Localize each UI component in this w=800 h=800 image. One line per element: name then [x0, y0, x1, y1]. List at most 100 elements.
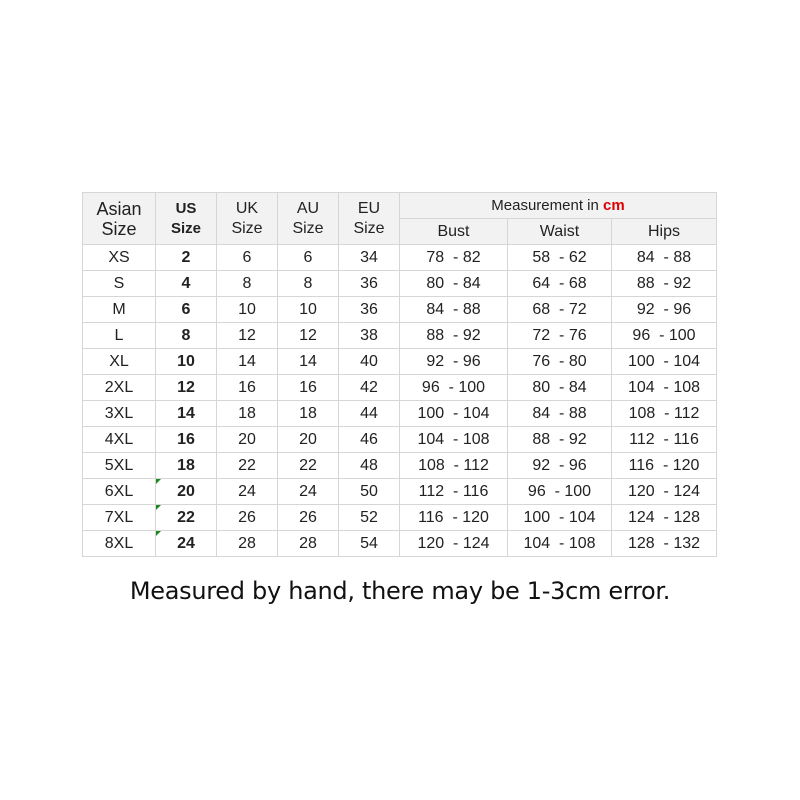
cell-asian: XS [82, 244, 156, 271]
cell-uk: 8 [216, 270, 278, 297]
cell-text: 88 - 92 [426, 326, 481, 344]
cell-bust: 88 - 92 [399, 322, 508, 349]
cell-us: 10 [155, 348, 217, 375]
cell-text: 104 - 108 [627, 378, 701, 396]
cell-eu: 52 [338, 504, 400, 531]
cell-waist: 68 - 72 [507, 296, 612, 323]
cell-au: 10 [277, 296, 339, 323]
cell-text: 14 [177, 404, 195, 422]
cell-text: 4XL [104, 430, 134, 448]
table-row: S 4 8 8 36 80 - 84 64 - 68 88 - 92 [82, 270, 717, 297]
cell-text: 52 [360, 508, 378, 526]
comment-marker-icon [156, 479, 161, 484]
cell-hips: 104 - 108 [611, 374, 717, 401]
cell-bust: 92 - 96 [399, 348, 508, 375]
cell-text: 36 [360, 274, 378, 292]
cell-text: 20 [238, 430, 256, 448]
cell-au: 14 [277, 348, 339, 375]
cell-text: 2XL [104, 378, 134, 396]
cell-text: 16 [177, 430, 195, 448]
cell-text: 22 [238, 456, 256, 474]
cell-text: 116 - 120 [418, 508, 489, 526]
cell-text: 80 - 84 [426, 274, 481, 292]
cell-eu: 50 [338, 478, 400, 505]
measurement-note: Measured by hand, there may be 1-3cm err… [129, 577, 671, 605]
cell-waist: 100 - 104 [507, 504, 612, 531]
cell-text: 68 - 72 [532, 300, 587, 318]
cell-text: 22 [299, 456, 317, 474]
cell-hips: 116 - 120 [611, 452, 717, 479]
cell-au: 12 [277, 322, 339, 349]
cell-us: 14 [155, 400, 217, 427]
cell-bust: 104 - 108 [399, 426, 508, 453]
cell-eu: 48 [338, 452, 400, 479]
cell-asian: 6XL [82, 478, 156, 505]
cell-text: 20 [299, 430, 317, 448]
cell-asian: M [82, 296, 156, 323]
cell-text: 6 [181, 300, 191, 318]
cell-asian: 3XL [82, 400, 156, 427]
cell-text: 96 - 100 [421, 378, 486, 396]
cell-waist: 58 - 62 [507, 244, 612, 271]
cell-uk: 20 [216, 426, 278, 453]
cell-text: 96 - 100 [527, 482, 592, 500]
cell-text: 8 [303, 274, 313, 292]
cell-text: 100 - 104 [417, 404, 490, 422]
cell-hips: 108 - 112 [611, 400, 717, 427]
cell-text: 4 [181, 274, 191, 292]
header-us-size: US Size [155, 192, 217, 245]
header-waist: Waist [507, 218, 612, 245]
cell-us: 2 [155, 244, 217, 271]
cell-uk: 28 [216, 530, 278, 557]
cell-hips: 124 - 128 [611, 504, 717, 531]
cell-text: 5XL [104, 456, 134, 474]
cell-text: 6XL [104, 482, 134, 500]
cell-text: 40 [360, 352, 378, 370]
cell-uk: 16 [216, 374, 278, 401]
unit-label: cm [603, 196, 625, 214]
cell-us: 8 [155, 322, 217, 349]
table-row: 7XL 22 26 26 52 116 - 120 100 - 104 124 - 128 [82, 504, 717, 531]
cell-au: 20 [277, 426, 339, 453]
table-row: 6XL 20 24 24 50 112 - 116 96 - 100 120 - 124 [82, 478, 717, 505]
cell-text: 24 [177, 534, 195, 552]
cell-text: 28 [238, 534, 256, 552]
cell-waist: 88 - 92 [507, 426, 612, 453]
cell-waist: 92 - 96 [507, 452, 612, 479]
cell-text: 108 - 112 [628, 404, 700, 422]
cell-text: M [112, 300, 126, 318]
header-hips: Hips [611, 218, 717, 245]
cell-text: 88 - 92 [532, 430, 587, 448]
cell-asian: 8XL [82, 530, 156, 557]
cell-uk: 24 [216, 478, 278, 505]
cell-text: 12 [299, 326, 317, 344]
cell-asian: 4XL [82, 426, 156, 453]
cell-text: 18 [177, 456, 195, 474]
cell-eu: 42 [338, 374, 400, 401]
table-row: 3XL 14 18 18 44 100 - 104 84 - 88 108 - 112 [82, 400, 717, 427]
cell-bust: 96 - 100 [399, 374, 508, 401]
cell-text: 80 - 84 [532, 378, 587, 396]
cell-waist: 80 - 84 [507, 374, 612, 401]
cell-text: L [114, 326, 124, 344]
cell-text: 16 [299, 378, 317, 396]
cell-us: 12 [155, 374, 217, 401]
cell-text: 72 - 76 [532, 326, 587, 344]
cell-text: 76 - 80 [532, 352, 587, 370]
table-row: 4XL 16 20 20 46 104 - 108 88 - 92 112 - 116 [82, 426, 717, 453]
cell-asian: 2XL [82, 374, 156, 401]
cell-eu: 36 [338, 270, 400, 297]
cell-text: 36 [360, 300, 378, 318]
cell-eu: 40 [338, 348, 400, 375]
cell-text: 120 - 124 [627, 482, 701, 500]
cell-waist: 72 - 76 [507, 322, 612, 349]
cell-bust: 108 - 112 [399, 452, 508, 479]
cell-text: 12 [238, 326, 256, 344]
cell-text: 6 [242, 248, 252, 266]
cell-text: 78 - 82 [426, 248, 481, 266]
cell-text: 116 - 120 [628, 456, 700, 474]
cell-asian: S [82, 270, 156, 297]
cell-asian: L [82, 322, 156, 349]
cell-text: 100 - 104 [523, 508, 596, 526]
cell-text: 24 [299, 482, 317, 500]
